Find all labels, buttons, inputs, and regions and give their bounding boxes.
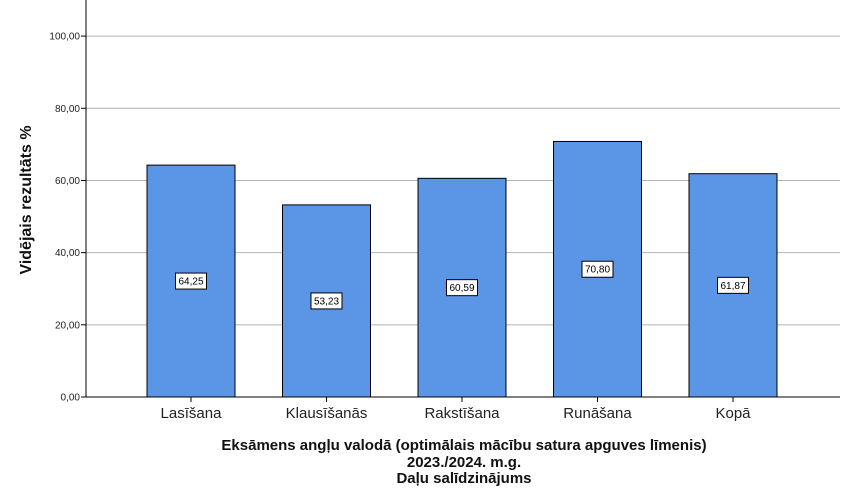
data-label: 64,25 bbox=[178, 277, 203, 288]
y-tick-label: 0,00 bbox=[61, 393, 81, 404]
x-axis-title-line-1: Eksāmens angļu valodā (optimālais mācību… bbox=[221, 437, 706, 454]
data-label-box bbox=[175, 272, 207, 290]
data-label-box bbox=[446, 279, 478, 297]
x-tick-labels: Lasīšana Klausīšanās Rakstīšana Runāšana Kop… bbox=[161, 397, 751, 422]
data-label: 53,23 bbox=[314, 296, 339, 307]
y-tick-label: 20,00 bbox=[55, 320, 80, 331]
data-label: 60,59 bbox=[449, 283, 474, 294]
x-tick-label: Lasīšana bbox=[161, 405, 223, 422]
bars bbox=[146, 140, 778, 398]
x-tick-label: Klausīšanās bbox=[286, 405, 368, 422]
x-axis-title-line-3: Daļu salīdzinājums bbox=[396, 470, 531, 487]
x-tick-label: Runāšana bbox=[563, 405, 632, 422]
data-label: 61,87 bbox=[720, 281, 745, 292]
x-tick-label: Rakstīšana bbox=[424, 405, 500, 422]
data-label: 70,80 bbox=[585, 265, 610, 276]
y-tick-label: 60,00 bbox=[55, 176, 80, 187]
x-tick-label: Kopā bbox=[715, 405, 751, 422]
x-axis-title-line-2: 2023./2024. m.g. bbox=[407, 454, 521, 471]
y-tick-label: 80,00 bbox=[55, 104, 80, 115]
data-label-box bbox=[717, 276, 749, 294]
y-tick-label: 40,00 bbox=[55, 248, 80, 259]
data-label-box bbox=[310, 292, 343, 310]
y-axis-title: Vidējais rezultāts % bbox=[18, 125, 35, 274]
data-label-box bbox=[581, 260, 614, 278]
y-tick-label: 100,00 bbox=[49, 32, 80, 43]
data-labels: 64,25 53,23 60,59 70,80 61,87 bbox=[175, 260, 749, 310]
y-tick-labels: 0,00 20,00 40,00 60,00 80,00 100,00 bbox=[49, 32, 86, 404]
